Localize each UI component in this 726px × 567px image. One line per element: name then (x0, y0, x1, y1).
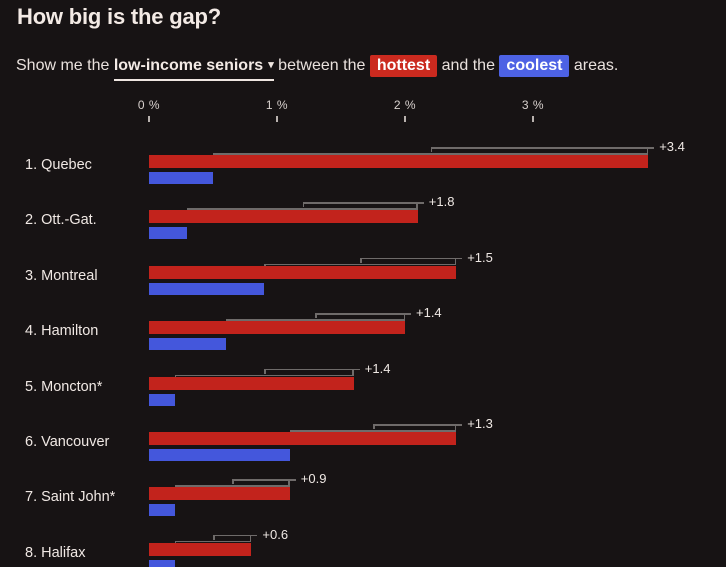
coolest-bar (149, 338, 226, 351)
gap-bracket-upper-tick (232, 479, 234, 485)
sentence-middle: between the (273, 57, 370, 74)
axis-tick-mark (276, 116, 278, 122)
hottest-bar (149, 542, 252, 556)
axis-tick-label: 2 % (393, 98, 417, 112)
gap-bracket-upper-tick (430, 147, 433, 152)
row-label: 1. Quebec (25, 157, 92, 173)
page-title: How big is the gap? (17, 4, 221, 29)
city-row: 2. Ott.-Gat. +1.8 (0, 195, 726, 251)
hottest-bar (149, 376, 354, 390)
hottest-bar (149, 432, 457, 445)
gap-bracket-upper-tick (264, 368, 266, 374)
gap-label: +3.4 (659, 139, 685, 154)
gap-bracket-upper-tick (315, 313, 317, 319)
gap-bracket-join (288, 479, 290, 487)
gap-bracket-join (454, 424, 457, 432)
city-row: 8. Halifax +0.6 (0, 526, 726, 567)
city-row: 4. Hamilton +1.4 (0, 306, 726, 362)
coolest-bar (149, 449, 290, 461)
city-row: 3. Montreal +1.5 (0, 249, 726, 307)
coolest-bar (149, 504, 175, 517)
gap-bracket-upper (213, 534, 258, 537)
chevron-down-icon: ▾ (268, 59, 274, 71)
coolest-bar (149, 227, 188, 240)
row-label: 2. Ott.-Gat. (25, 212, 97, 229)
hottest-bar (149, 265, 457, 279)
axis-tick-label: 3 % (521, 98, 545, 112)
gap-bracket-upper-tick (360, 257, 362, 263)
axis-tick-label: 0 % (137, 98, 161, 112)
gap-bracket-upper-tick (302, 202, 305, 208)
metric-dropdown[interactable]: low-income seniors ▾ (113, 57, 274, 81)
row-label: 8. Halifax (25, 544, 86, 561)
gap-bracket-upper-tick (213, 534, 215, 540)
gap-bracket-lower (213, 153, 649, 155)
metric-dropdown-label: low-income seniors (113, 57, 264, 74)
gap-bracket-join (454, 257, 457, 266)
gap-bracket-lower (264, 263, 457, 266)
gap-bracket-upper (373, 424, 463, 426)
row-label: 6. Vancouver (25, 434, 110, 450)
row-label: 7. Saint John* (25, 489, 116, 506)
coolest-chip[interactable]: coolest (499, 55, 570, 77)
gap-bracket-upper (302, 202, 424, 204)
chart-sentence: Show me the low-income seniors ▾ between … (16, 53, 619, 81)
axis-tick-mark (404, 116, 406, 122)
axis-tick-mark (532, 116, 534, 122)
gap-bracket-join (352, 368, 354, 377)
gap-bracket-join (646, 147, 649, 155)
gap-bracket-lower (174, 485, 290, 487)
gap-bracket-lower (225, 319, 405, 321)
sentence-prefix: Show me the (16, 57, 114, 74)
hottest-bar (149, 487, 290, 501)
gap-bracket-upper-tick (373, 424, 375, 429)
coolest-bar (149, 393, 175, 406)
coolest-bar (149, 559, 175, 567)
x-axis: 0 % 1 % 2 % 3 % (0, 98, 726, 128)
coolest-bar (149, 282, 265, 295)
coolest-bar (149, 172, 213, 184)
axis-tick-mark (148, 116, 150, 122)
gap-bracket-lower (289, 430, 457, 432)
gap-label: +1.3 (467, 416, 493, 431)
city-row: 1. Quebec +3.4 (0, 140, 726, 196)
gap-bracket-upper (315, 313, 411, 315)
gap-bracket-upper (232, 479, 296, 481)
hottest-bar (149, 210, 418, 224)
gap-bracket-upper (264, 368, 360, 371)
gap-label: +0.6 (262, 526, 289, 542)
gap-label: +1.5 (467, 249, 493, 265)
city-row: 5. Moncton* +1.4 (0, 360, 726, 418)
gap-bracket-lower (187, 208, 418, 210)
gap-label: +1.4 (364, 360, 391, 376)
row-label: 3. Montreal (25, 267, 98, 284)
gap-bracket-upper (360, 257, 463, 260)
axis-tick-label: 1 % (265, 98, 289, 112)
gap-bracket-lower (174, 540, 252, 543)
sentence-mid2: and the (437, 57, 500, 74)
gap-label: +1.4 (416, 305, 442, 321)
hottest-bar (149, 155, 649, 168)
hottest-chip[interactable]: hottest (369, 55, 438, 77)
gap-bracket-join (416, 202, 418, 210)
row-label: 5. Moncton* (25, 378, 103, 395)
gap-bracket-lower (174, 374, 354, 377)
gap-label: +1.8 (428, 194, 455, 210)
gap-bracket-join (403, 313, 405, 321)
gap-bracket-upper (430, 147, 655, 149)
sentence-suffix: areas. (569, 57, 619, 74)
row-label: 4. Hamilton (25, 323, 99, 340)
hottest-bar (149, 321, 405, 335)
city-row: 7. Saint John* +0.9 (0, 472, 726, 528)
gap-label: +0.9 (300, 471, 327, 487)
gap-bracket-join (249, 534, 252, 543)
city-row: 6. Vancouver +1.3 (0, 417, 726, 473)
